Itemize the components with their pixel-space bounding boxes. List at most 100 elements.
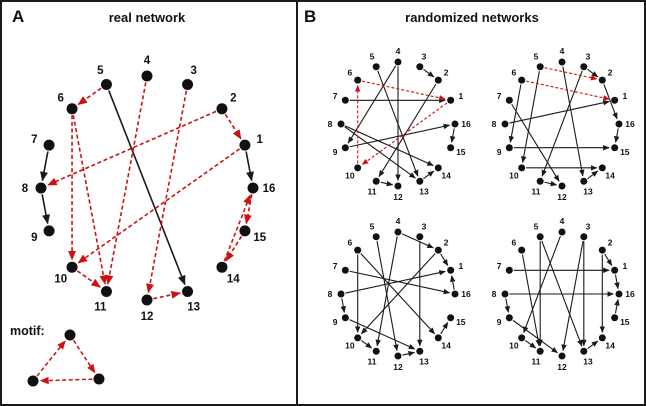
node-label-2: 2 <box>608 237 613 247</box>
edge <box>402 351 415 357</box>
node-label-2: 2 <box>444 237 449 247</box>
edge <box>450 128 456 143</box>
edge <box>72 115 108 285</box>
node-label-9: 9 <box>497 147 502 157</box>
edge <box>587 340 599 350</box>
node-label-12: 12 <box>141 311 154 323</box>
edge <box>344 126 416 179</box>
node-label-7: 7 <box>333 91 338 101</box>
edge <box>614 128 620 143</box>
motif-glyph <box>27 329 105 387</box>
edge <box>108 90 186 286</box>
node-8 <box>35 182 47 194</box>
motif-node-0 <box>64 329 76 341</box>
node-label-1: 1 <box>257 134 264 146</box>
edge <box>450 275 456 290</box>
node-label-11: 11 <box>531 356 540 366</box>
node-label-3: 3 <box>190 65 196 77</box>
node-6 <box>66 103 78 115</box>
panel-a-title: real network <box>108 10 186 25</box>
node-11 <box>372 347 380 355</box>
edge <box>340 298 346 313</box>
node-label-9: 9 <box>497 317 502 327</box>
edge <box>77 87 102 106</box>
edge <box>521 254 541 347</box>
node-label-10: 10 <box>345 341 355 351</box>
node-1 <box>447 266 455 274</box>
node-5 <box>372 63 380 71</box>
node-10 <box>66 261 78 273</box>
node-label-11: 11 <box>367 186 376 196</box>
node-1 <box>611 96 619 104</box>
edge <box>512 319 558 354</box>
node-13 <box>416 347 424 355</box>
node-label-6: 6 <box>348 237 353 247</box>
node-6 <box>354 76 362 84</box>
node-5 <box>100 79 112 91</box>
node-label-4: 4 <box>560 216 565 226</box>
edge <box>375 236 398 347</box>
edge <box>361 102 448 166</box>
edge <box>511 103 560 182</box>
node-label-10: 10 <box>509 171 519 181</box>
node-label-16: 16 <box>263 183 276 195</box>
real-network: 4 3 2 1 16 15 14 13 12 11 10 9 8 7 6 5 <box>22 55 276 323</box>
node-7 <box>505 96 513 104</box>
edge <box>72 340 96 374</box>
node-label-15: 15 <box>620 317 630 327</box>
node-label-8: 8 <box>492 119 497 129</box>
node-2 <box>434 246 442 254</box>
node-label-5: 5 <box>97 65 104 77</box>
node-9 <box>505 314 513 322</box>
edge <box>562 66 585 177</box>
edge <box>614 274 620 290</box>
edge <box>378 83 437 178</box>
randomized-network-1: 4 3 2 1 16 15 14 13 12 11 10 9 8 7 6 5 <box>328 46 471 202</box>
node-16 <box>451 290 459 298</box>
panel-a-label: A <box>12 7 25 26</box>
node-label-14: 14 <box>605 171 615 181</box>
node-10 <box>354 334 362 342</box>
node-3 <box>580 233 588 241</box>
node-2 <box>216 103 228 115</box>
node-label-11: 11 <box>531 186 540 196</box>
node-label-7: 7 <box>497 261 502 271</box>
node-8 <box>501 120 509 128</box>
edge <box>544 180 558 187</box>
node-12 <box>558 352 566 360</box>
edge <box>587 170 599 180</box>
edge <box>587 68 599 78</box>
edge <box>39 376 93 385</box>
edge <box>525 80 610 101</box>
node-1 <box>611 266 619 274</box>
edge <box>347 65 397 144</box>
edge <box>614 298 620 314</box>
node-label-7: 7 <box>497 91 502 101</box>
edge <box>361 340 373 349</box>
edge <box>523 236 561 334</box>
node-1 <box>239 139 251 151</box>
edge <box>245 151 254 182</box>
randomized-network-2: 4 3 2 1 16 15 14 13 12 11 10 9 8 7 6 5 <box>492 46 635 202</box>
node-label-13: 13 <box>419 356 429 366</box>
node-label-5: 5 <box>370 222 375 232</box>
node-16 <box>247 182 259 194</box>
node-12 <box>558 182 566 190</box>
edge <box>440 321 449 335</box>
node-label-10: 10 <box>345 171 355 181</box>
node-15 <box>611 314 619 322</box>
node-label-5: 5 <box>370 52 375 62</box>
node-label-3: 3 <box>422 52 427 62</box>
node-8 <box>337 120 345 128</box>
randomized-network-4: 4 3 2 1 16 15 14 13 12 11 10 9 8 7 6 5 <box>492 216 635 372</box>
node-10 <box>518 334 526 342</box>
node-label-13: 13 <box>583 186 593 196</box>
edge <box>225 235 243 262</box>
node-6 <box>354 246 362 254</box>
edge <box>423 170 435 180</box>
motif-label: motif: <box>10 324 45 338</box>
node-label-4: 4 <box>396 216 401 226</box>
node-5 <box>536 233 544 241</box>
